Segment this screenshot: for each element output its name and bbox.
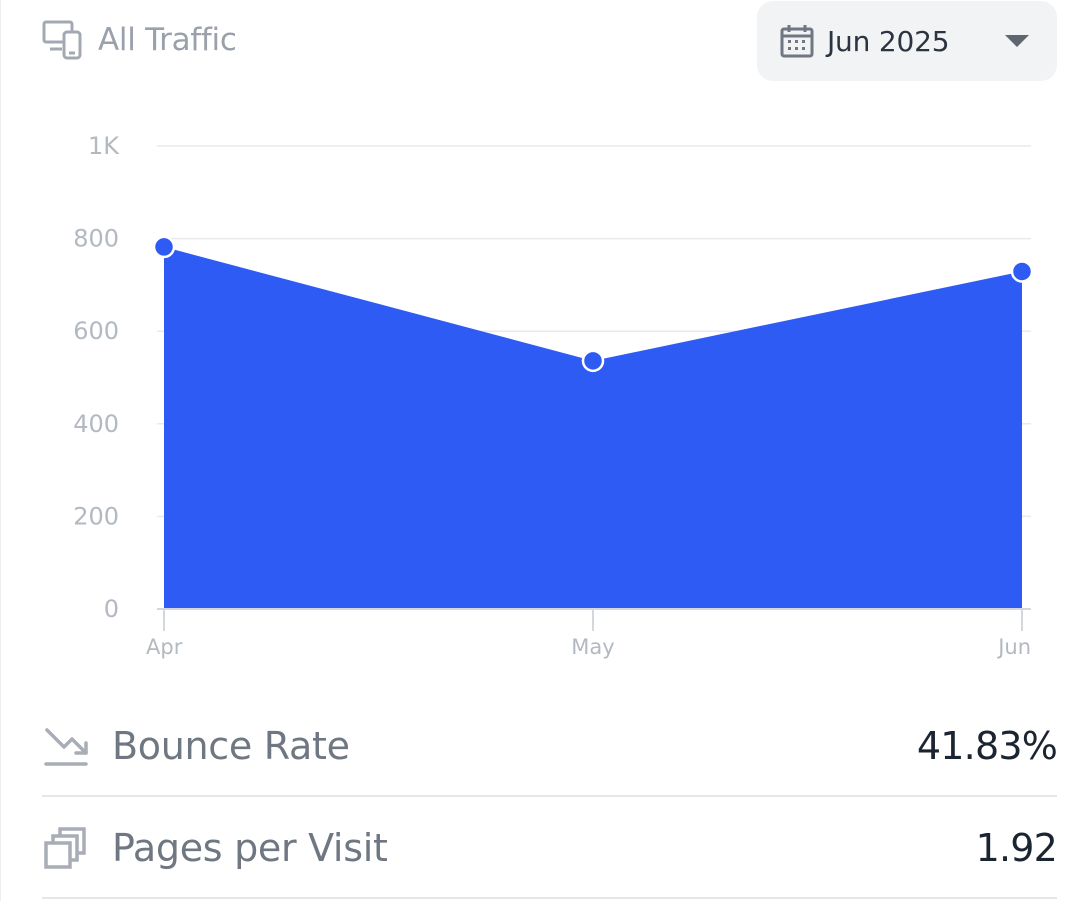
y-tick-label: 400 [73,410,119,438]
metric-row-bounce-rate: Bounce Rate 41.83% [42,697,1058,797]
metric-value: 1.92 [975,826,1058,870]
chart-area-layer [164,246,1022,609]
date-select-value: Jun 2025 [827,24,950,58]
metric-label: Bounce Rate [112,724,350,768]
pages-stack-icon [44,827,86,869]
data-point [152,235,176,259]
x-tick-label: Jun [996,635,1031,659]
data-point [1010,260,1034,283]
y-tick-label: 1K [88,132,120,160]
calendar-icon [780,25,814,58]
metric-row-pages-per-visit: Pages per Visit 1.92 [42,799,1058,899]
traffic-area-chart: 0 200 400 600 800 1K Apr May Jun [73,132,1034,659]
date-range-select[interactable]: Jun 2025 [757,1,1057,81]
y-tick-label: 600 [73,317,119,345]
devices-icon [42,20,82,60]
metric-label: Pages per Visit [112,826,388,870]
card-header: All Traffic [42,18,237,62]
chevron-down-icon [1005,35,1029,47]
card-title: All Traffic [98,22,237,58]
x-tick-label: Apr [146,635,183,659]
data-point [581,349,605,373]
metric-value: 41.83% [916,724,1058,768]
x-tick-label: May [571,635,614,659]
y-tick-label: 800 [73,225,119,253]
trending-down-icon [44,728,88,766]
y-tick-label: 0 [104,595,119,623]
y-tick-label: 200 [73,502,119,530]
chart-points [152,235,1034,373]
series-area [164,246,1022,609]
chart-axes: 0 200 400 600 800 1K Apr May Jun [73,132,1031,659]
